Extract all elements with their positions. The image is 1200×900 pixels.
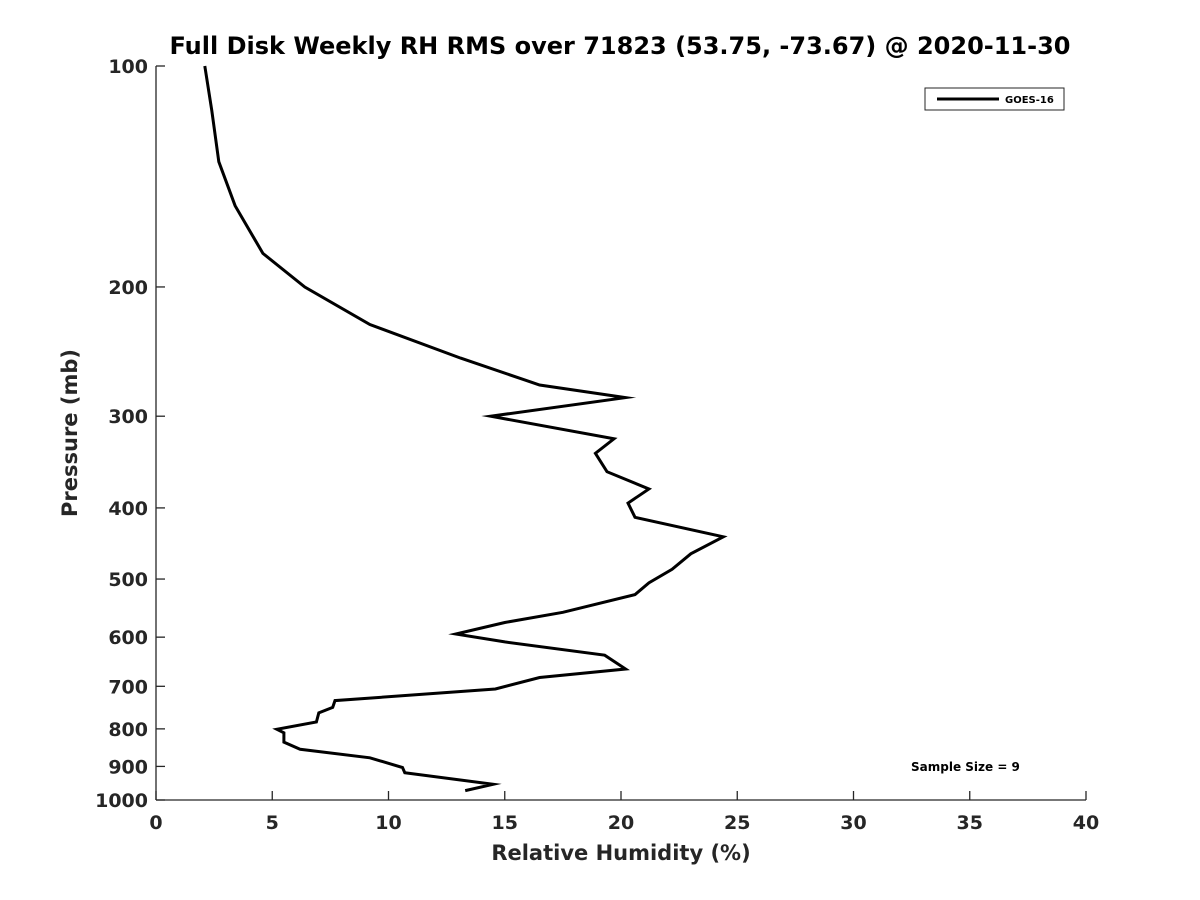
x-tick-label: 5 [266, 812, 279, 834]
x-tick-label: 30 [840, 812, 866, 834]
sample-size-annotation: Sample Size = 9 [911, 760, 1020, 774]
x-tick-label: 25 [724, 812, 750, 834]
chart-title: Full Disk Weekly RH RMS over 71823 (53.7… [169, 32, 1070, 60]
x-tick-label: 40 [1073, 812, 1099, 834]
y-tick-label: 600 [108, 627, 148, 649]
plot-area: 0 5 10 15 20 25 30 35 40 100 200 300 400 500 600 700 80… [95, 56, 1099, 834]
x-tick-label: 35 [957, 812, 983, 834]
x-axis-ticks: 0 5 10 15 20 25 30 35 40 [149, 791, 1099, 834]
series-line-goes-16 [203, 65, 728, 793]
y-tick-label: 700 [108, 676, 148, 698]
y-axis-label: Pressure (mb) [58, 349, 82, 517]
y-axis-ticks: 100 200 300 400 500 600 700 800 900 1000 [95, 56, 165, 812]
y-tick-label: 300 [108, 406, 148, 428]
legend-label-goes-16: GOES-16 [1005, 95, 1054, 106]
x-tick-label: 15 [492, 812, 518, 834]
legend: GOES-16 [924, 87, 1065, 111]
y-tick-label: 200 [108, 277, 148, 299]
y-tick-label: 900 [108, 756, 148, 778]
x-tick-label: 0 [149, 812, 162, 834]
y-tick-label: 800 [108, 719, 148, 741]
series-group [203, 65, 728, 793]
y-tick-label: 1000 [95, 790, 148, 812]
y-tick-label: 400 [108, 498, 148, 520]
y-tick-label: 500 [108, 569, 148, 591]
x-tick-label: 10 [375, 812, 401, 834]
y-tick-label: 100 [108, 56, 148, 78]
x-tick-label: 20 [608, 812, 634, 834]
x-axis-label: Relative Humidity (%) [491, 841, 750, 865]
